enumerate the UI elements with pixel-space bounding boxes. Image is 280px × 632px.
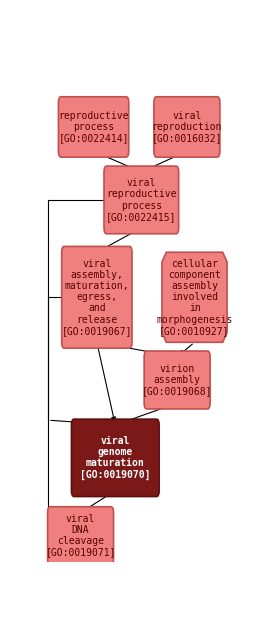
Text: viral
reproductive
process
[GO:0022415]: viral reproductive process [GO:0022415] [106,178,177,222]
FancyBboxPatch shape [62,246,132,348]
Text: reproductive
process
[GO:0022414]: reproductive process [GO:0022414] [58,111,129,143]
Polygon shape [162,252,227,343]
FancyBboxPatch shape [59,97,129,157]
Text: viral
genome
maturation
[GO:0019070]: viral genome maturation [GO:0019070] [80,436,151,480]
FancyBboxPatch shape [71,419,159,497]
FancyBboxPatch shape [154,97,220,157]
Text: viral
DNA
cleavage
[GO:0019071]: viral DNA cleavage [GO:0019071] [45,514,116,557]
Text: virion
assembly
[GO:0019068]: virion assembly [GO:0019068] [142,364,213,396]
FancyBboxPatch shape [104,166,179,234]
Text: viral
reproduction
[GO:0016032]: viral reproduction [GO:0016032] [152,111,222,143]
Text: cellular
component
assembly
involved
in
morphogenesis
[GO:0010927]: cellular component assembly involved in … [156,258,233,336]
FancyBboxPatch shape [144,351,210,409]
FancyBboxPatch shape [48,507,114,564]
Text: viral
assembly,
maturation,
egress,
and
release
[GO:0019067]: viral assembly, maturation, egress, and … [62,258,132,336]
